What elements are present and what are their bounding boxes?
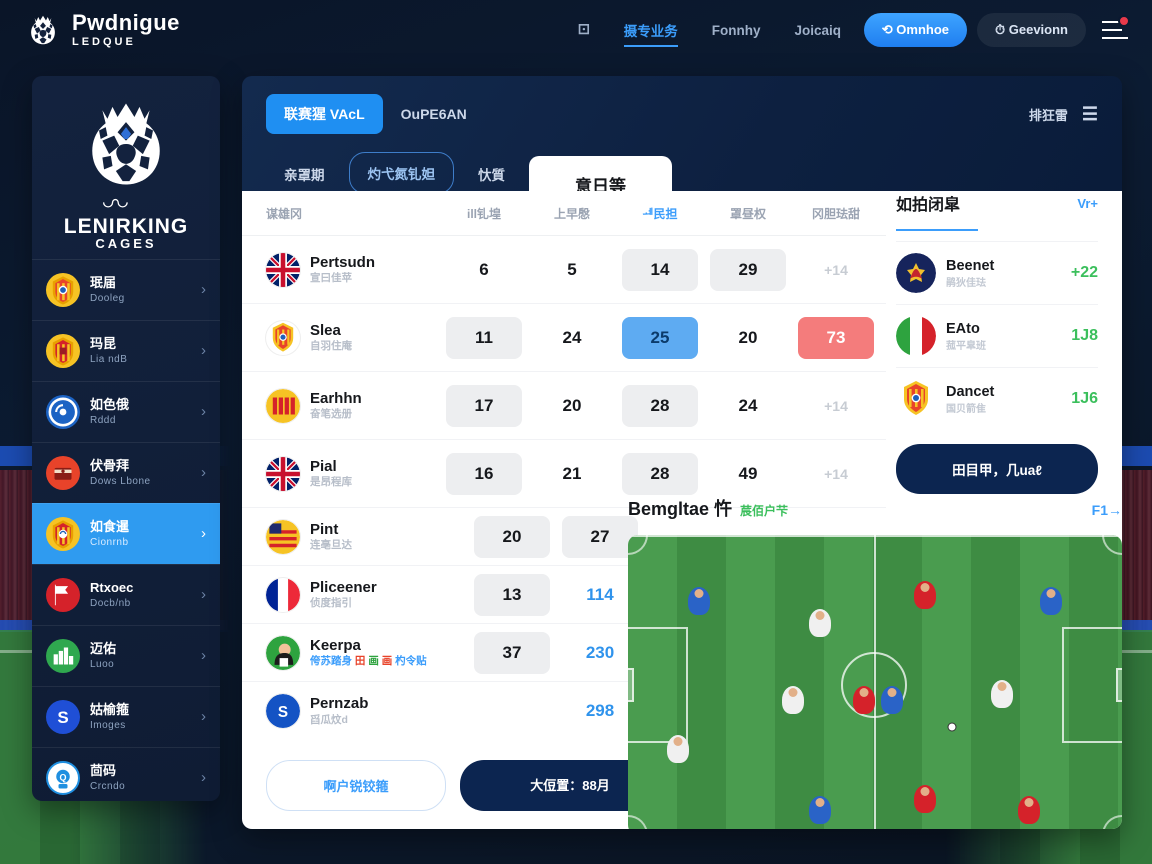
svg-text:Q: Q [59,772,66,782]
svg-text:S: S [57,708,68,727]
svg-text:S: S [278,704,288,721]
